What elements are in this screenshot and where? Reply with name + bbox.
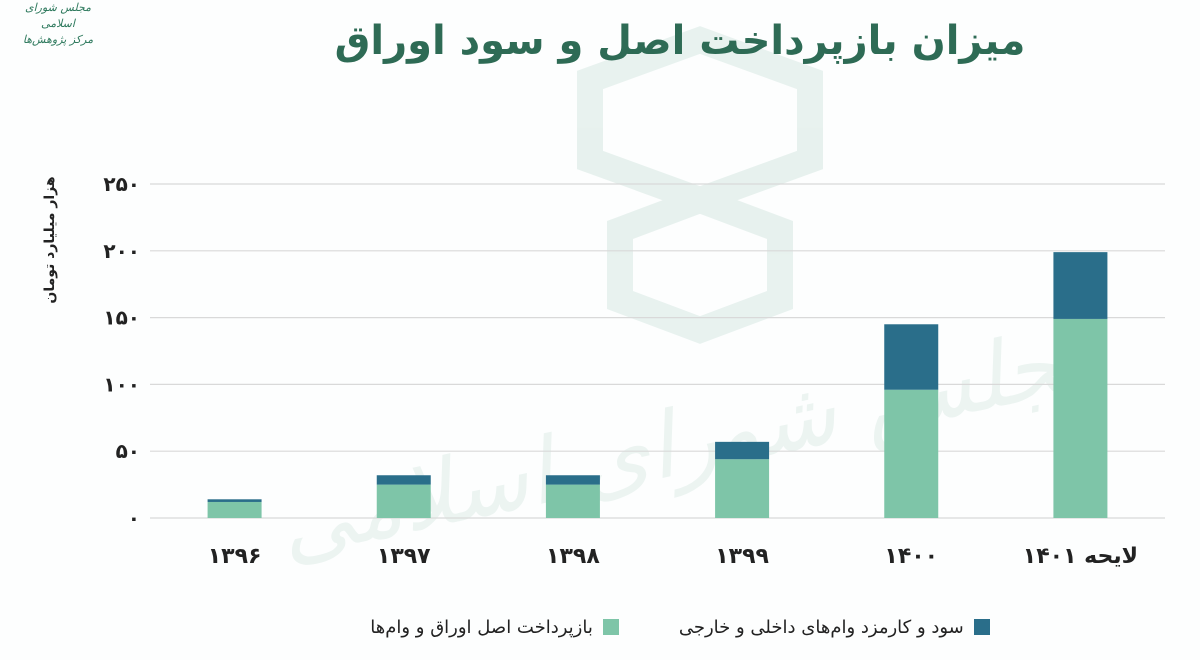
bar-principal bbox=[545, 484, 600, 518]
logo-line-1: مجلس شورای اسلامی bbox=[24, 1, 92, 30]
y-tick-label: ۱۵۰ bbox=[103, 306, 140, 330]
bar-principal bbox=[207, 501, 262, 518]
bar-principal bbox=[1053, 318, 1108, 518]
y-tick-label: ۰ bbox=[128, 506, 140, 530]
x-tick-label: ۱۳۹۷ bbox=[377, 544, 431, 569]
legend-swatch-interest bbox=[973, 619, 990, 635]
chart-title: میزان بازپرداخت اصل و سود اوراق bbox=[334, 18, 1026, 64]
bar-interest bbox=[1053, 252, 1108, 319]
y-tick-label: ۱۰۰ bbox=[103, 372, 140, 396]
legend-item-interest: سود و کارمزد وام‌های داخلی و خارجی bbox=[679, 612, 990, 642]
bar-interest bbox=[884, 324, 939, 390]
bar-interest bbox=[545, 475, 600, 485]
x-tick-label: ۱۳۹۸ bbox=[546, 544, 600, 569]
y-tick-label: ۵۰ bbox=[116, 439, 140, 463]
legend: سود و کارمزد وام‌های داخلی و خارجی بازپر… bbox=[300, 612, 1060, 642]
bar-interest bbox=[376, 475, 431, 485]
bar-principal bbox=[884, 389, 939, 518]
y-tick-label: ۲۰۰ bbox=[103, 239, 140, 263]
x-tick-label: ۱۳۹۹ bbox=[715, 544, 769, 569]
watermark-text: مجلس شورای اسلامی bbox=[269, 301, 1119, 580]
logo-text: مجلس شورای اسلامی مرکز پژوهش‌ها bbox=[8, 0, 108, 48]
x-tick-label: ۱۳۹۶ bbox=[208, 544, 262, 569]
x-tick-label: ۱۴۰۰ bbox=[884, 544, 938, 569]
legend-item-principal: بازپرداخت اصل اوراق و وام‌ها bbox=[370, 612, 619, 642]
y-tick-label: ۲۵۰ bbox=[103, 172, 140, 196]
legend-swatch-principal bbox=[602, 619, 619, 635]
bar-interest bbox=[207, 499, 262, 502]
legend-label-principal: بازپرداخت اصل اوراق و وام‌ها bbox=[370, 616, 593, 638]
x-tick-label: لایحه ۱۴۰۱ bbox=[1023, 544, 1138, 569]
bar-principal bbox=[715, 459, 770, 518]
legend-label-interest: سود و کارمزد وام‌های داخلی و خارجی bbox=[678, 616, 964, 638]
y-axis-label: هزار میلیارد تومان bbox=[42, 176, 58, 304]
watermark-logo bbox=[577, 26, 823, 344]
bar-interest bbox=[715, 441, 770, 460]
logo-line-2: مرکز پژوهش‌ها bbox=[22, 33, 94, 46]
bar-principal bbox=[376, 484, 431, 518]
